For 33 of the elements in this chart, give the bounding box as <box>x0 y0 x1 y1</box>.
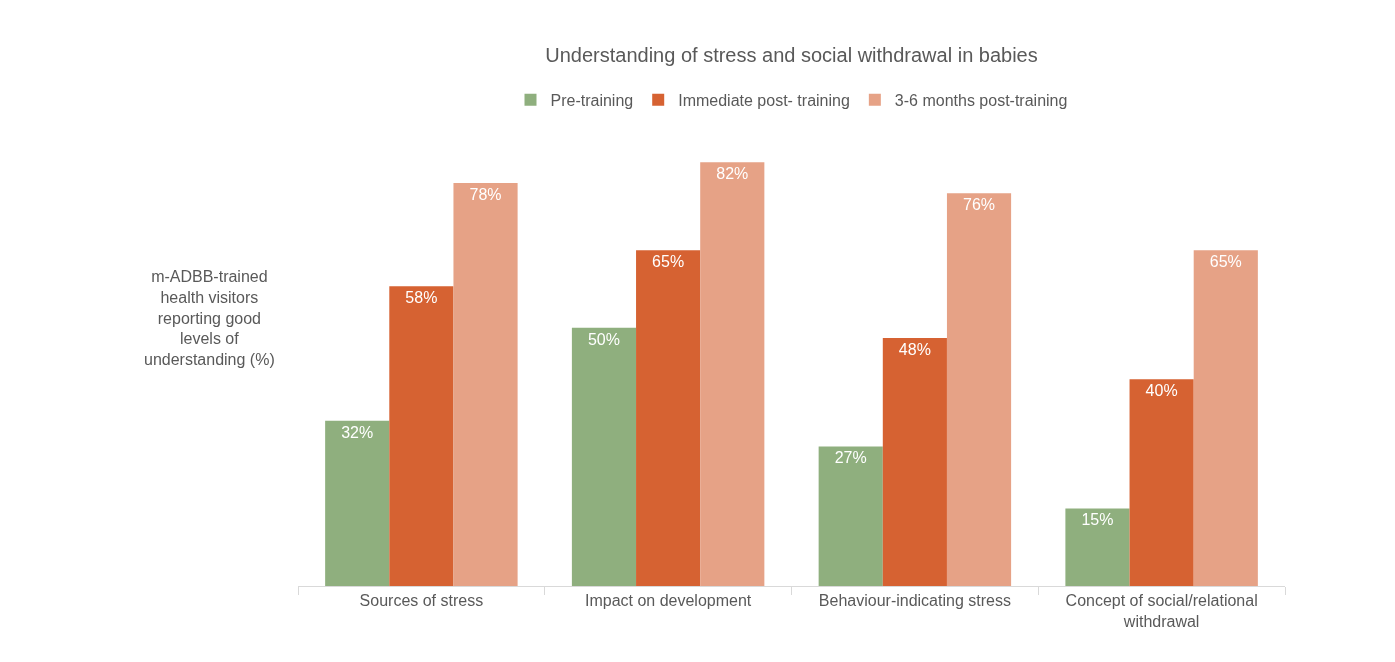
data-label: 65% <box>652 253 685 271</box>
bar <box>453 182 518 586</box>
bar <box>636 250 701 586</box>
data-label: 15% <box>1081 511 1114 529</box>
bar <box>389 286 454 586</box>
y-axis-title: m-ADBB-trained health visitors reporting good levels of understanding (%) <box>144 268 275 369</box>
legend-label: Pre-training <box>550 92 634 110</box>
data-label: 65% <box>1209 253 1242 271</box>
data-label: 32% <box>341 423 374 441</box>
x-tick-label: Sources of stress <box>359 592 484 610</box>
bar <box>1129 379 1194 586</box>
bar <box>571 327 637 586</box>
x-tick-label: Concept of social/relational withdrawal <box>1065 592 1258 630</box>
bar <box>325 420 390 586</box>
data-label: 40% <box>1145 382 1178 400</box>
x-tick-label: Impact on development <box>584 592 752 610</box>
bar <box>1065 508 1130 586</box>
x-tick-label: Behaviour-indicating stress <box>818 592 1011 610</box>
data-label: 27% <box>834 449 867 467</box>
legend-label: 3-6 months post-training <box>894 92 1068 110</box>
data-label: 78% <box>469 185 502 203</box>
bar <box>946 193 1012 586</box>
bar <box>882 337 947 586</box>
data-label: 50% <box>587 330 620 348</box>
bar <box>1193 250 1258 586</box>
chart-title: Understanding of stress and social withdrawal in babies <box>545 43 1038 66</box>
data-label: 76% <box>963 196 996 214</box>
data-label: 82% <box>716 165 749 183</box>
legend-label: Immediate post- training <box>678 92 850 110</box>
bar <box>818 446 883 586</box>
bar <box>700 162 765 586</box>
data-label: 48% <box>898 340 931 358</box>
data-label: 58% <box>405 289 438 307</box>
